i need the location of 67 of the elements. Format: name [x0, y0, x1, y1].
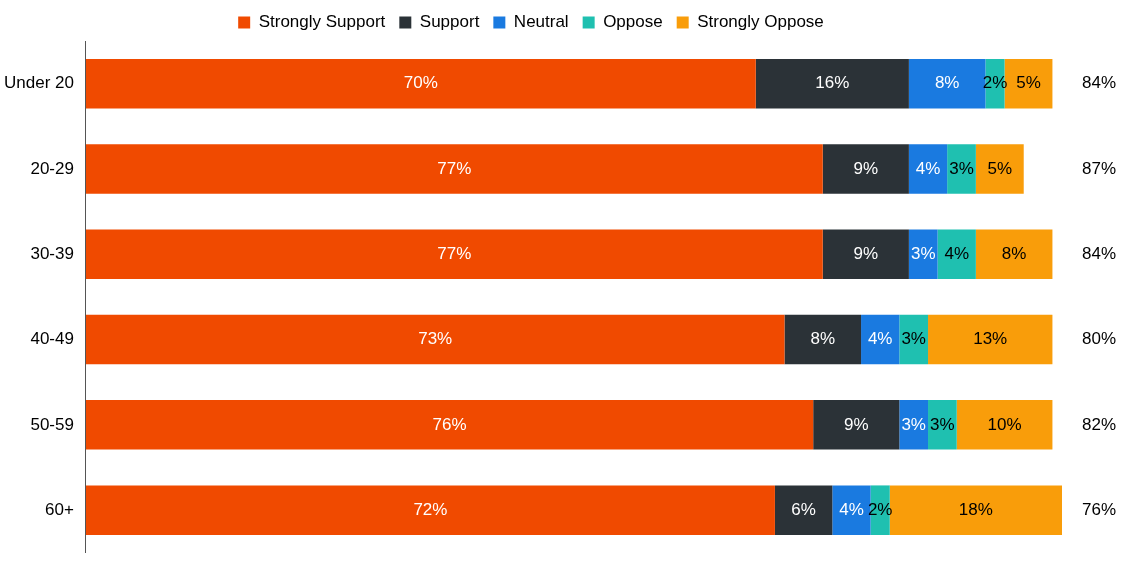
- bar: [908, 144, 948, 194]
- bar: [85, 485, 775, 535]
- bar: [784, 314, 862, 365]
- bar: [755, 58, 909, 109]
- text: 82%: [1081, 414, 1117, 434]
- bar: [899, 400, 929, 450]
- bar: [937, 229, 976, 279]
- data-label: 77%: [437, 158, 472, 178]
- data-label: 8%: [810, 329, 836, 349]
- bar: [822, 229, 909, 279]
- data-label: 3%: [949, 158, 974, 178]
- y-tick-label: 50-59: [30, 414, 74, 434]
- bar: [928, 400, 957, 450]
- bar: [85, 144, 823, 194]
- legend-label: Strongly Oppose: [697, 12, 824, 32]
- text: 84%: [1081, 73, 1117, 93]
- data-label: 9%: [853, 158, 879, 178]
- data-label: 4%: [867, 329, 893, 349]
- data-label: 70%: [403, 73, 438, 93]
- y-tick-label: Under 20: [4, 73, 74, 93]
- data-label: 18%: [958, 499, 993, 519]
- y-tick-label: 30-39: [30, 243, 74, 263]
- bar: [85, 400, 814, 450]
- text: 80%: [1081, 329, 1117, 349]
- data-label: 72%: [413, 499, 448, 519]
- legend-label: Neutral: [513, 12, 569, 32]
- data-label: 3%: [930, 414, 955, 434]
- data-label: 9%: [853, 243, 879, 263]
- bar: [85, 314, 785, 365]
- legend-label: Support: [419, 12, 480, 32]
- bar: [774, 485, 833, 535]
- data-label: 5%: [1016, 73, 1041, 93]
- data-label: 5%: [987, 158, 1013, 178]
- y-tick-label: 60+: [45, 499, 74, 519]
- data-label: 76%: [432, 414, 467, 434]
- bar: [947, 144, 976, 194]
- data-label: 4%: [839, 499, 864, 519]
- bar: [928, 314, 1053, 365]
- text: 84%: [1081, 243, 1117, 263]
- bar: [813, 400, 900, 450]
- data-label: 10%: [987, 414, 1022, 434]
- bar: [822, 144, 909, 194]
- text: 76%: [1081, 499, 1117, 519]
- data-label: 13%: [973, 329, 1008, 349]
- legend-label: Strongly Support: [258, 12, 386, 32]
- data-label: 3%: [910, 243, 936, 263]
- bar: [85, 58, 756, 109]
- bar: [975, 229, 1053, 279]
- data-label: 77%: [437, 243, 472, 263]
- y-tick-label: 40-49: [30, 329, 74, 349]
- bar: [975, 144, 1024, 194]
- data-label: 9%: [843, 414, 869, 434]
- data-label: 6%: [791, 499, 816, 519]
- data-label: 4%: [915, 158, 941, 178]
- data-label: 73%: [418, 329, 453, 349]
- bar: [956, 400, 1053, 450]
- y-tick-label: 20-29: [30, 158, 74, 178]
- data-label: 3%: [901, 414, 926, 434]
- bar: [85, 229, 823, 279]
- data-label: 4%: [944, 243, 970, 263]
- legend-label: Oppose: [603, 12, 663, 32]
- bar: [832, 485, 871, 535]
- data-label: 8%: [934, 73, 960, 93]
- data-label: 16%: [815, 73, 850, 93]
- text: 87%: [1081, 158, 1117, 178]
- data-label: 3%: [901, 329, 926, 349]
- data-label: 8%: [1001, 243, 1027, 263]
